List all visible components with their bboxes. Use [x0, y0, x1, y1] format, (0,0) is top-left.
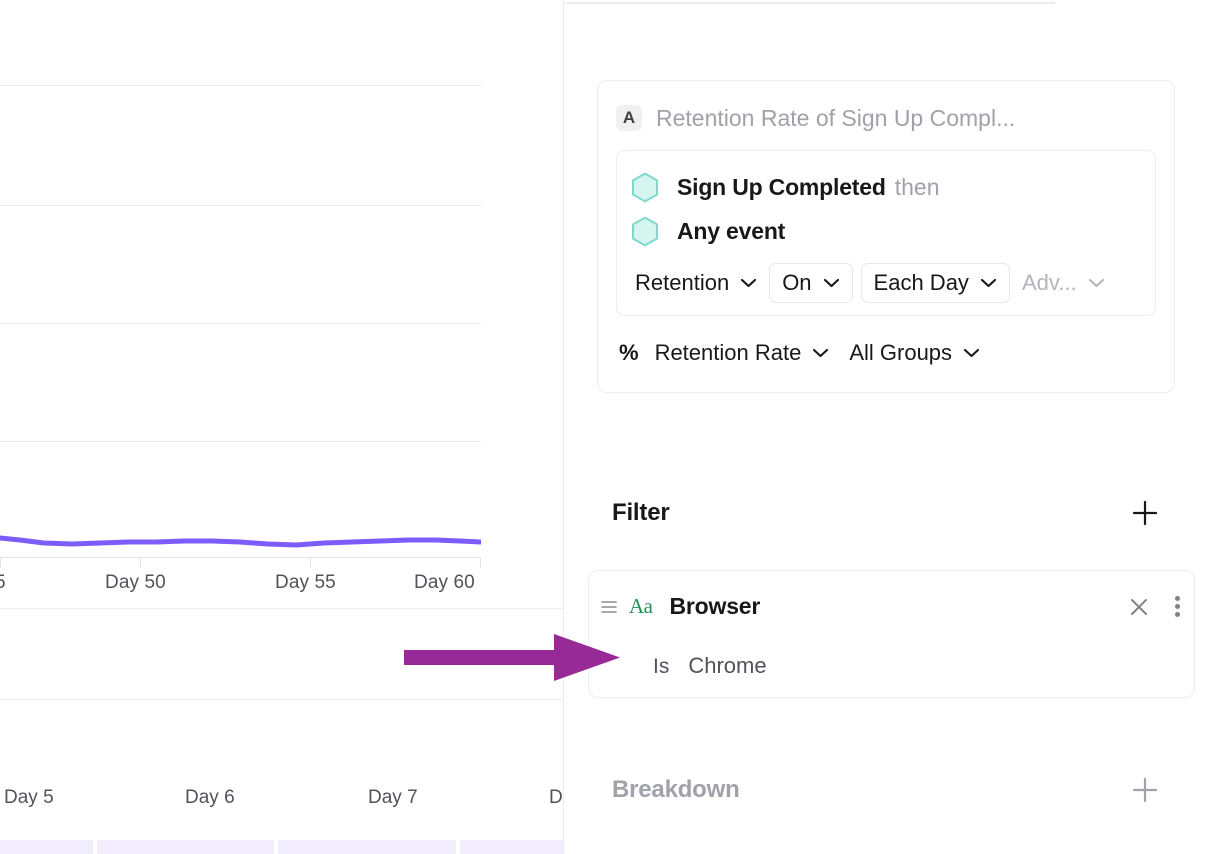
chevron-down-icon [813, 348, 829, 358]
chart-plot-area [0, 0, 481, 558]
percent-icon: % [619, 340, 639, 365]
metric-row: % Retention Rate All Groups [616, 334, 1156, 372]
axis-tick [0, 558, 1, 568]
dropdown-retention-type[interactable]: Retention [631, 264, 761, 302]
filter-section-title: Filter [612, 499, 670, 526]
filter-section-header: Filter [612, 498, 1160, 528]
chevron-down-icon [963, 348, 980, 358]
axis-tick [480, 558, 481, 568]
dropdown-metric[interactable]: Retention Rate [651, 334, 834, 372]
plus-icon [1132, 500, 1158, 526]
query-title[interactable]: Retention Rate of Sign Up Compl... [656, 104, 1016, 131]
query-definition-card: A Retention Rate of Sign Up Compl... Sig… [597, 80, 1175, 393]
x-tick-label: Day 55 [275, 572, 336, 593]
dropdown-interval[interactable]: Each Day [860, 263, 1010, 303]
event-steps-box: Sign Up Completed then Any event Retentio… [616, 150, 1156, 316]
dropdown-label: All Groups [849, 340, 953, 365]
dropdown-advanced[interactable]: Adv... [1018, 264, 1109, 302]
dropdown-label: Adv... [1021, 270, 1077, 295]
cohort-cell[interactable] [278, 840, 456, 854]
breakdown-section-title: Breakdown [612, 776, 740, 803]
chart-x-axis [0, 557, 481, 558]
cohort-cell[interactable] [0, 840, 93, 854]
gridline [0, 205, 481, 206]
highlight-arrow [404, 634, 620, 681]
section-divider [0, 699, 564, 700]
dropdown-label: Each Day [873, 270, 969, 295]
dropdown-label: Retention Rate [654, 340, 802, 365]
x-tick-label: Day 50 [105, 572, 166, 593]
x-tick-label: Day 60 [414, 572, 475, 593]
axis-tick [140, 558, 141, 568]
chevron-down-icon [741, 278, 757, 288]
pane-divider [563, 0, 564, 854]
hexagon-event-icon [632, 216, 658, 246]
event-step-label-wrap: Sign Up Completed then [677, 174, 939, 201]
breakdown-section-header: Breakdown [612, 775, 1160, 805]
event-step-row[interactable]: Any event [631, 209, 1141, 253]
filter-card-browser[interactable]: Aa Browser Is Chrome [588, 570, 1195, 698]
filter-card-actions [1129, 596, 1180, 617]
gridline [0, 441, 481, 442]
plus-icon [1132, 777, 1158, 803]
hexagon-event-icon [632, 172, 658, 202]
dropdown-group[interactable]: All Groups [845, 334, 984, 372]
event-step-suffix: then [894, 173, 940, 200]
close-icon[interactable] [1129, 597, 1149, 617]
cohort-column-header: D [549, 787, 563, 808]
cohort-cell[interactable] [460, 840, 564, 854]
dropdown-label: Retention [635, 270, 730, 295]
event-step-label: Sign Up Completed [677, 173, 886, 200]
query-letter-badge: A [616, 105, 642, 131]
filter-property-name[interactable]: Browser [669, 593, 761, 619]
cohort-column-header: Day 7 [368, 787, 418, 808]
axis-tick [310, 558, 311, 568]
filter-value[interactable]: Chrome [688, 653, 767, 678]
more-options-icon[interactable] [1175, 596, 1180, 617]
cohort-column-header: Day 6 [185, 787, 235, 808]
filter-condition-row[interactable]: Is Chrome [653, 653, 767, 679]
event-step-label-wrap: Any event [677, 218, 785, 245]
measure-dropdown-row: Retention On Each Day [631, 263, 1141, 303]
gridline [0, 323, 481, 324]
chevron-down-icon [980, 278, 996, 288]
cohort-column-header: Day 5 [4, 787, 54, 808]
panel-top-rule [566, 2, 1055, 4]
query-config-panel: A Retention Rate of Sign Up Compl... Sig… [564, 0, 1222, 854]
section-divider [0, 608, 564, 609]
text-type-icon: Aa [629, 594, 653, 618]
chevron-down-icon [1088, 278, 1104, 288]
query-title-row[interactable]: A Retention Rate of Sign Up Compl... [616, 103, 1156, 133]
x-tick-label: 5 [0, 572, 6, 593]
filter-operator: Is [653, 655, 670, 678]
add-breakdown-button[interactable] [1130, 775, 1160, 805]
gridline [0, 85, 481, 86]
chevron-down-icon [823, 278, 839, 288]
dropdown-label: On [782, 270, 812, 295]
add-filter-button[interactable] [1130, 498, 1160, 528]
retention-chart-pane: 5 Day 50 Day 55 Day 60 Day 5 Day 6 Day 7… [0, 0, 564, 854]
retention-series-line [0, 535, 481, 548]
event-step-label: Any event [677, 217, 786, 244]
cohort-cell[interactable] [97, 840, 274, 854]
dropdown-on[interactable]: On [769, 263, 853, 303]
filter-card-header: Aa Browser [601, 593, 1180, 620]
drag-handle-icon[interactable] [601, 600, 617, 614]
event-step-row[interactable]: Sign Up Completed then [631, 165, 1141, 209]
